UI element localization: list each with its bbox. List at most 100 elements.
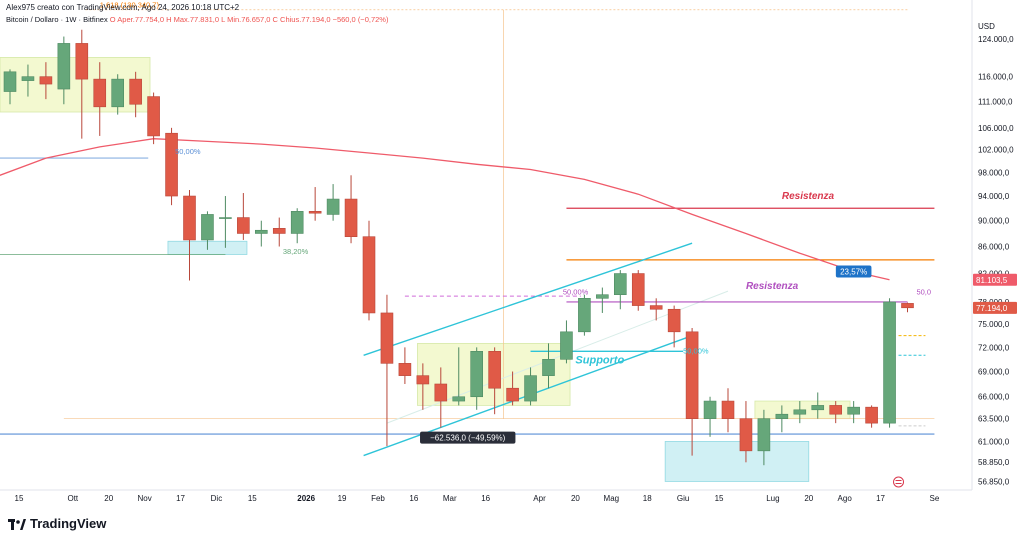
candle-body-46 [829, 405, 843, 415]
candle-body-6 [111, 78, 124, 108]
chart-legend[interactable]: Bitcoin / Dollaro · 1W · Bitfinex O Aper… [6, 15, 388, 24]
flag-stripe-2 [895, 483, 902, 484]
candle-body-18 [326, 198, 340, 215]
x-tick-label-1: Ott [67, 494, 78, 503]
annotation-8: 50,0 [916, 288, 931, 297]
candle-body-32 [578, 298, 591, 333]
x-tick-label-22: 17 [876, 494, 885, 503]
annotation-3: 50,00% [683, 347, 709, 356]
candle-body-16 [290, 211, 304, 234]
y-tick-label-4: 102.000,0 [978, 146, 1014, 155]
candle-body-22 [398, 363, 412, 376]
y-tick-label-18: 56.850,0 [978, 477, 1010, 486]
x-tick-label-15: Mag [604, 494, 620, 503]
candle-body-41 [739, 418, 753, 452]
y-tick-label-16: 61.000,0 [978, 437, 1010, 446]
candle-body-17 [308, 211, 322, 214]
candle-body-50 [901, 303, 914, 309]
candle-body-23 [416, 375, 430, 385]
channel-label: Supporto [575, 354, 624, 366]
zone-0 [0, 57, 151, 113]
candle-body-25 [452, 396, 466, 402]
candle-body-12 [219, 217, 232, 219]
candle-body-20 [362, 236, 376, 314]
annotation-0: 50,00% [175, 147, 201, 156]
price-label-box-0 [973, 273, 1017, 286]
measure-label: −62.536,0 (−49,59%) [430, 434, 506, 443]
x-tick-label-20: 20 [804, 494, 813, 503]
candle-body-19 [344, 198, 358, 237]
candle-body-30 [542, 359, 555, 376]
candle-body-43 [775, 413, 789, 419]
y-tick-label-14: 66.000,0 [978, 393, 1010, 402]
moving-average-line [0, 138, 890, 281]
annotation-5: 1,618 (130.340,7) [100, 1, 160, 10]
y-tick-label-13: 69.000,0 [978, 368, 1010, 377]
candle-body-45 [811, 405, 825, 411]
x-tick-label-11: Mar [443, 494, 457, 503]
candle-body-9 [165, 132, 178, 197]
candle-body-4 [75, 43, 89, 80]
candle-body-48 [865, 406, 878, 424]
legend-ohlc: O Aper.77.754,0 H Max.77.831,0 L Min.76.… [109, 15, 389, 24]
x-tick-label-2: 20 [104, 494, 113, 503]
y-tick-label-2: 111.000,0 [978, 98, 1013, 107]
y-tick-label-5: 98.000,0 [978, 168, 1010, 177]
annotation-2: 50,00% [563, 288, 589, 297]
x-tick-label-19: Lug [766, 494, 779, 503]
candle-body-42 [757, 418, 771, 452]
tradingview-wordmark: TradingView [30, 516, 107, 531]
annotation-1: 38,20% [283, 247, 309, 256]
x-tick-label-23: Se [930, 494, 940, 503]
candle-body-49 [883, 301, 896, 424]
y-tick-label-1: 116.000,0 [978, 73, 1014, 82]
y-tick-label-3: 106.000,0 [978, 124, 1014, 133]
candle-body-15 [272, 228, 286, 234]
candle-body-44 [793, 409, 807, 415]
candle-body-27 [488, 351, 501, 389]
candle-body-21 [380, 312, 394, 364]
candle-body-1 [21, 76, 35, 81]
x-tick-label-5: Dic [211, 494, 223, 503]
candle-body-24 [434, 383, 448, 402]
candle-body-38 [685, 331, 699, 419]
x-tick-label-12: 16 [481, 494, 490, 503]
y-tick-label-0: 124.000,0 [978, 35, 1014, 44]
candle-body-14 [255, 229, 268, 234]
candle-body-31 [560, 331, 573, 360]
price-label-box-1 [973, 301, 1017, 314]
zone-3 [664, 441, 810, 482]
y-tick-label-7: 90.000,0 [978, 217, 1010, 226]
candle-body-13 [237, 217, 250, 234]
candle-body-28 [506, 387, 519, 402]
x-tick-label-17: Giu [677, 494, 689, 503]
candle-body-7 [129, 78, 142, 105]
x-tick-label-6: 15 [248, 494, 257, 503]
y-tick-label-12: 72.000,0 [978, 343, 1010, 352]
chart-attribution: Alex975 creato con TradingView.com, Ago … [6, 3, 240, 12]
y-tick-label-8: 86.000,0 [978, 243, 1010, 252]
tradingview-logo[interactable]: TradingView [8, 516, 106, 531]
price-axis-currency[interactable]: USD [978, 22, 995, 31]
x-tick-label-8: 19 [338, 494, 347, 503]
candle-body-26 [470, 351, 484, 398]
percent-badge [835, 265, 872, 278]
candle-body-10 [183, 195, 196, 241]
tradingview-logo-icon [8, 518, 26, 530]
x-tick-label-4: 17 [176, 494, 185, 503]
candle-body-47 [847, 406, 860, 415]
y-tick-label-11: 75.000,0 [978, 320, 1010, 329]
x-tick-label-14: 20 [571, 494, 580, 503]
x-tick-label-3: Nov [138, 494, 152, 503]
legend-symbol[interactable]: Bitcoin / Dollaro · 1W · Bitfinex [6, 15, 108, 24]
measure-box [420, 431, 516, 444]
candle-body-2 [39, 76, 53, 85]
us-flag-icon [893, 476, 905, 488]
candle-body-5 [93, 78, 107, 108]
x-tick-label-0: 15 [15, 494, 24, 503]
candle-body-36 [649, 305, 663, 310]
y-tick-label-17: 58.850,0 [978, 458, 1010, 467]
candle-body-39 [703, 400, 717, 419]
channel-upper [363, 242, 693, 356]
